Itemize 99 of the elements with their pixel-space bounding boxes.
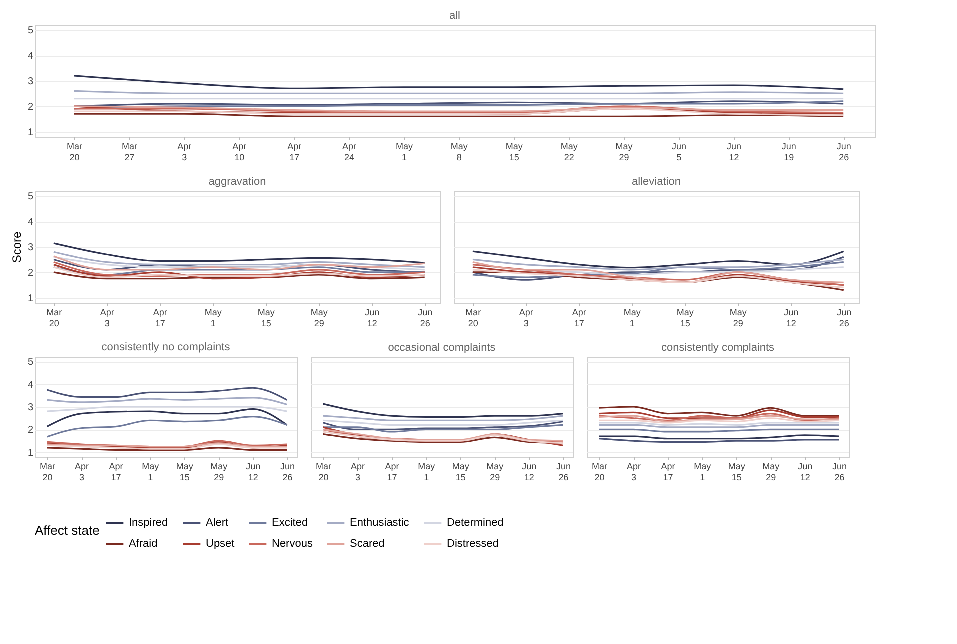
y-tick-label: 1 bbox=[28, 293, 34, 304]
x-tick-label: May 15 bbox=[258, 308, 276, 328]
y-tick-label: 3 bbox=[28, 242, 34, 254]
x-tick-label: Jun 26 bbox=[832, 462, 847, 482]
y-tick-label: 5 bbox=[28, 26, 34, 37]
line-series bbox=[46, 387, 288, 401]
x-tick-label: Apr 3 bbox=[519, 308, 534, 328]
x-tick-label: Jun 12 bbox=[726, 142, 742, 162]
line-series bbox=[73, 100, 844, 110]
legend-label: Excited bbox=[272, 517, 308, 529]
y-tick-label: 2 bbox=[28, 425, 34, 436]
legend-label: Scared bbox=[350, 538, 385, 550]
y-tick-label: 1 bbox=[28, 448, 34, 459]
x-tick-label: May 1 bbox=[396, 142, 414, 162]
x-tick-label: Jun 26 bbox=[836, 142, 852, 162]
x-tick-label: Apr 3 bbox=[100, 308, 114, 328]
legend-label: Enthusiastic bbox=[350, 517, 410, 529]
legend-label: Inspired bbox=[129, 517, 168, 529]
legend-label: Alert bbox=[206, 517, 229, 529]
y-tick-label: 3 bbox=[28, 76, 34, 88]
x-tick-label: Apr 17 bbox=[153, 308, 168, 328]
x-tick-label: Jun 26 bbox=[280, 462, 295, 482]
y-tick-label: 2 bbox=[28, 268, 34, 279]
y-tick-label: 2 bbox=[28, 102, 34, 113]
x-tick-label: May 1 bbox=[418, 462, 436, 482]
x-tick-label: Jun 12 bbox=[784, 308, 799, 328]
line-series bbox=[46, 397, 288, 406]
x-tick-label: Apr 17 bbox=[572, 308, 586, 328]
x-tick-label: Jun 12 bbox=[246, 462, 261, 482]
x-tick-label: Apr 17 bbox=[288, 142, 302, 162]
x-tick-label: Jun 12 bbox=[365, 308, 380, 328]
x-tick-label: Jun 5 bbox=[672, 142, 686, 162]
x-tick-label: May 29 bbox=[210, 462, 228, 482]
legend-label: Determined bbox=[447, 517, 504, 529]
x-tick-label: May 1 bbox=[624, 308, 642, 328]
line-series bbox=[73, 75, 844, 90]
x-tick-label: Apr 10 bbox=[232, 142, 247, 162]
x-tick-label: May 15 bbox=[728, 462, 746, 482]
x-tick-label: Mar 20 bbox=[40, 462, 56, 482]
x-tick-label: May 29 bbox=[730, 308, 748, 328]
x-tick-label: Apr 17 bbox=[385, 462, 400, 482]
x-tick-label: May 1 bbox=[142, 462, 160, 482]
x-tick-label: Apr 3 bbox=[75, 462, 90, 482]
y-tick-label: 5 bbox=[28, 357, 34, 368]
y-tick-label: 3 bbox=[28, 402, 34, 414]
line-series bbox=[53, 251, 426, 268]
x-tick-label: May 15 bbox=[176, 462, 194, 482]
legend-label: Nervous bbox=[272, 538, 314, 550]
line-series bbox=[53, 272, 426, 280]
line-series bbox=[46, 416, 288, 438]
legend-label: Afraid bbox=[129, 538, 158, 550]
x-tick-label: Apr 3 bbox=[351, 462, 366, 482]
x-tick-label: May 8 bbox=[450, 142, 468, 162]
legend-title: Affect state bbox=[35, 523, 100, 538]
x-tick-label: May 15 bbox=[506, 142, 524, 162]
x-tick-label: May 1 bbox=[694, 462, 712, 482]
line-series bbox=[73, 108, 844, 116]
y-tick-label: 4 bbox=[28, 217, 34, 228]
chart-title: all bbox=[449, 10, 461, 22]
x-tick-label: May 29 bbox=[616, 142, 634, 162]
x-tick-label: Mar 20 bbox=[316, 462, 332, 482]
x-tick-label: Mar 20 bbox=[466, 308, 482, 328]
x-tick-label: Jun 26 bbox=[837, 308, 852, 328]
x-tick-label: Mar 20 bbox=[67, 142, 83, 162]
chart-title: alleviation bbox=[632, 176, 681, 188]
chart-title: occasional complaints bbox=[388, 342, 496, 354]
x-tick-label: Jun 19 bbox=[782, 142, 796, 162]
x-tick-label: Jun 26 bbox=[556, 462, 571, 482]
x-tick-label: May 15 bbox=[452, 462, 470, 482]
x-tick-label: Apr 3 bbox=[178, 142, 192, 162]
x-tick-label: Apr 24 bbox=[342, 142, 357, 162]
x-tick-label: May 29 bbox=[762, 462, 780, 482]
line-series bbox=[53, 261, 426, 278]
y-axis-title: Score bbox=[10, 232, 24, 264]
chart-title: consistently no complaints bbox=[102, 342, 231, 354]
y-tick-label: 4 bbox=[28, 380, 34, 391]
legend-label: Upset bbox=[206, 538, 235, 550]
x-tick-label: Apr 17 bbox=[109, 462, 124, 482]
x-tick-label: May 1 bbox=[204, 308, 222, 328]
x-tick-label: Jun 12 bbox=[798, 462, 813, 482]
x-tick-label: Mar 20 bbox=[46, 308, 62, 328]
x-tick-label: Apr 3 bbox=[627, 462, 642, 482]
x-tick-label: May 15 bbox=[676, 308, 694, 328]
line-series bbox=[46, 408, 288, 428]
legend-label: Distressed bbox=[447, 538, 499, 550]
line-series bbox=[53, 242, 426, 264]
x-tick-label: May 29 bbox=[310, 308, 328, 328]
x-tick-label: May 22 bbox=[560, 142, 578, 162]
y-tick-label: 1 bbox=[28, 127, 34, 138]
x-tick-label: Mar 20 bbox=[592, 462, 608, 482]
x-tick-label: Apr 17 bbox=[661, 462, 676, 482]
x-tick-label: Mar 27 bbox=[122, 142, 138, 162]
chart-title: aggravation bbox=[208, 176, 266, 188]
chart-title: consistently complaints bbox=[661, 342, 776, 354]
y-tick-label: 4 bbox=[28, 51, 34, 62]
x-tick-label: Jun 26 bbox=[418, 308, 433, 328]
x-tick-label: Jun 12 bbox=[522, 462, 537, 482]
y-tick-label: 5 bbox=[28, 192, 34, 203]
x-tick-label: May 29 bbox=[486, 462, 504, 482]
